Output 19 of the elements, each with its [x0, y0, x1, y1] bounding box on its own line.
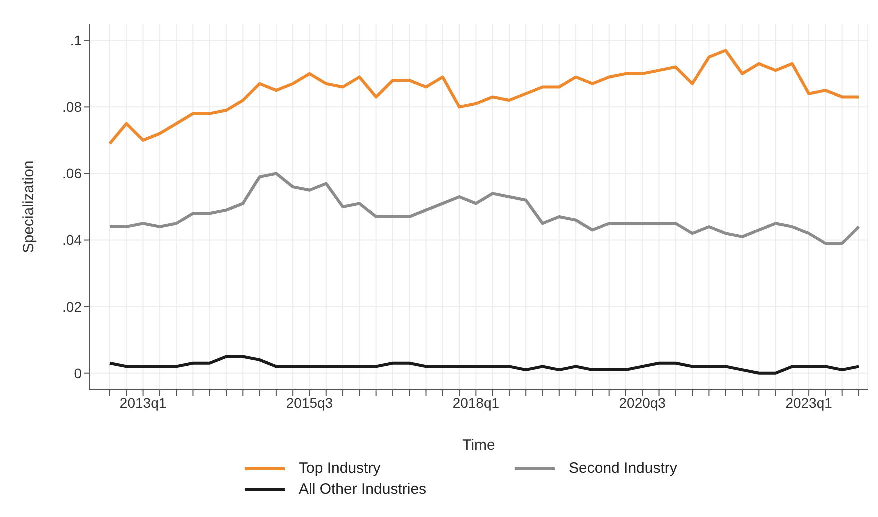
x-tick-label: 2013q1	[120, 394, 167, 411]
legend-label: All Other Industries	[299, 481, 427, 498]
line-series	[108, 172, 860, 246]
x-tick-label: 2018q1	[452, 394, 500, 411]
y-tick-label: .1	[70, 32, 82, 49]
line-series	[108, 49, 860, 146]
y-axis-title: Specialization	[20, 160, 38, 254]
y-tick-label: .08	[62, 99, 82, 116]
line-series	[108, 355, 860, 375]
legend-label: Second Industry	[569, 460, 678, 477]
legend-label: Top Industry	[299, 460, 381, 477]
x-tick-label: 2023q1	[786, 394, 833, 411]
y-tick-label: .06	[62, 166, 82, 182]
y-tick-label: .02	[62, 298, 82, 315]
y-tick-label: 0	[74, 365, 82, 382]
x-tick-label: 2020q3	[619, 394, 666, 411]
y-tick-label: .04	[62, 232, 82, 248]
x-tick-label: 2015q3	[286, 394, 334, 411]
x-axis-title: Time	[462, 437, 496, 454]
